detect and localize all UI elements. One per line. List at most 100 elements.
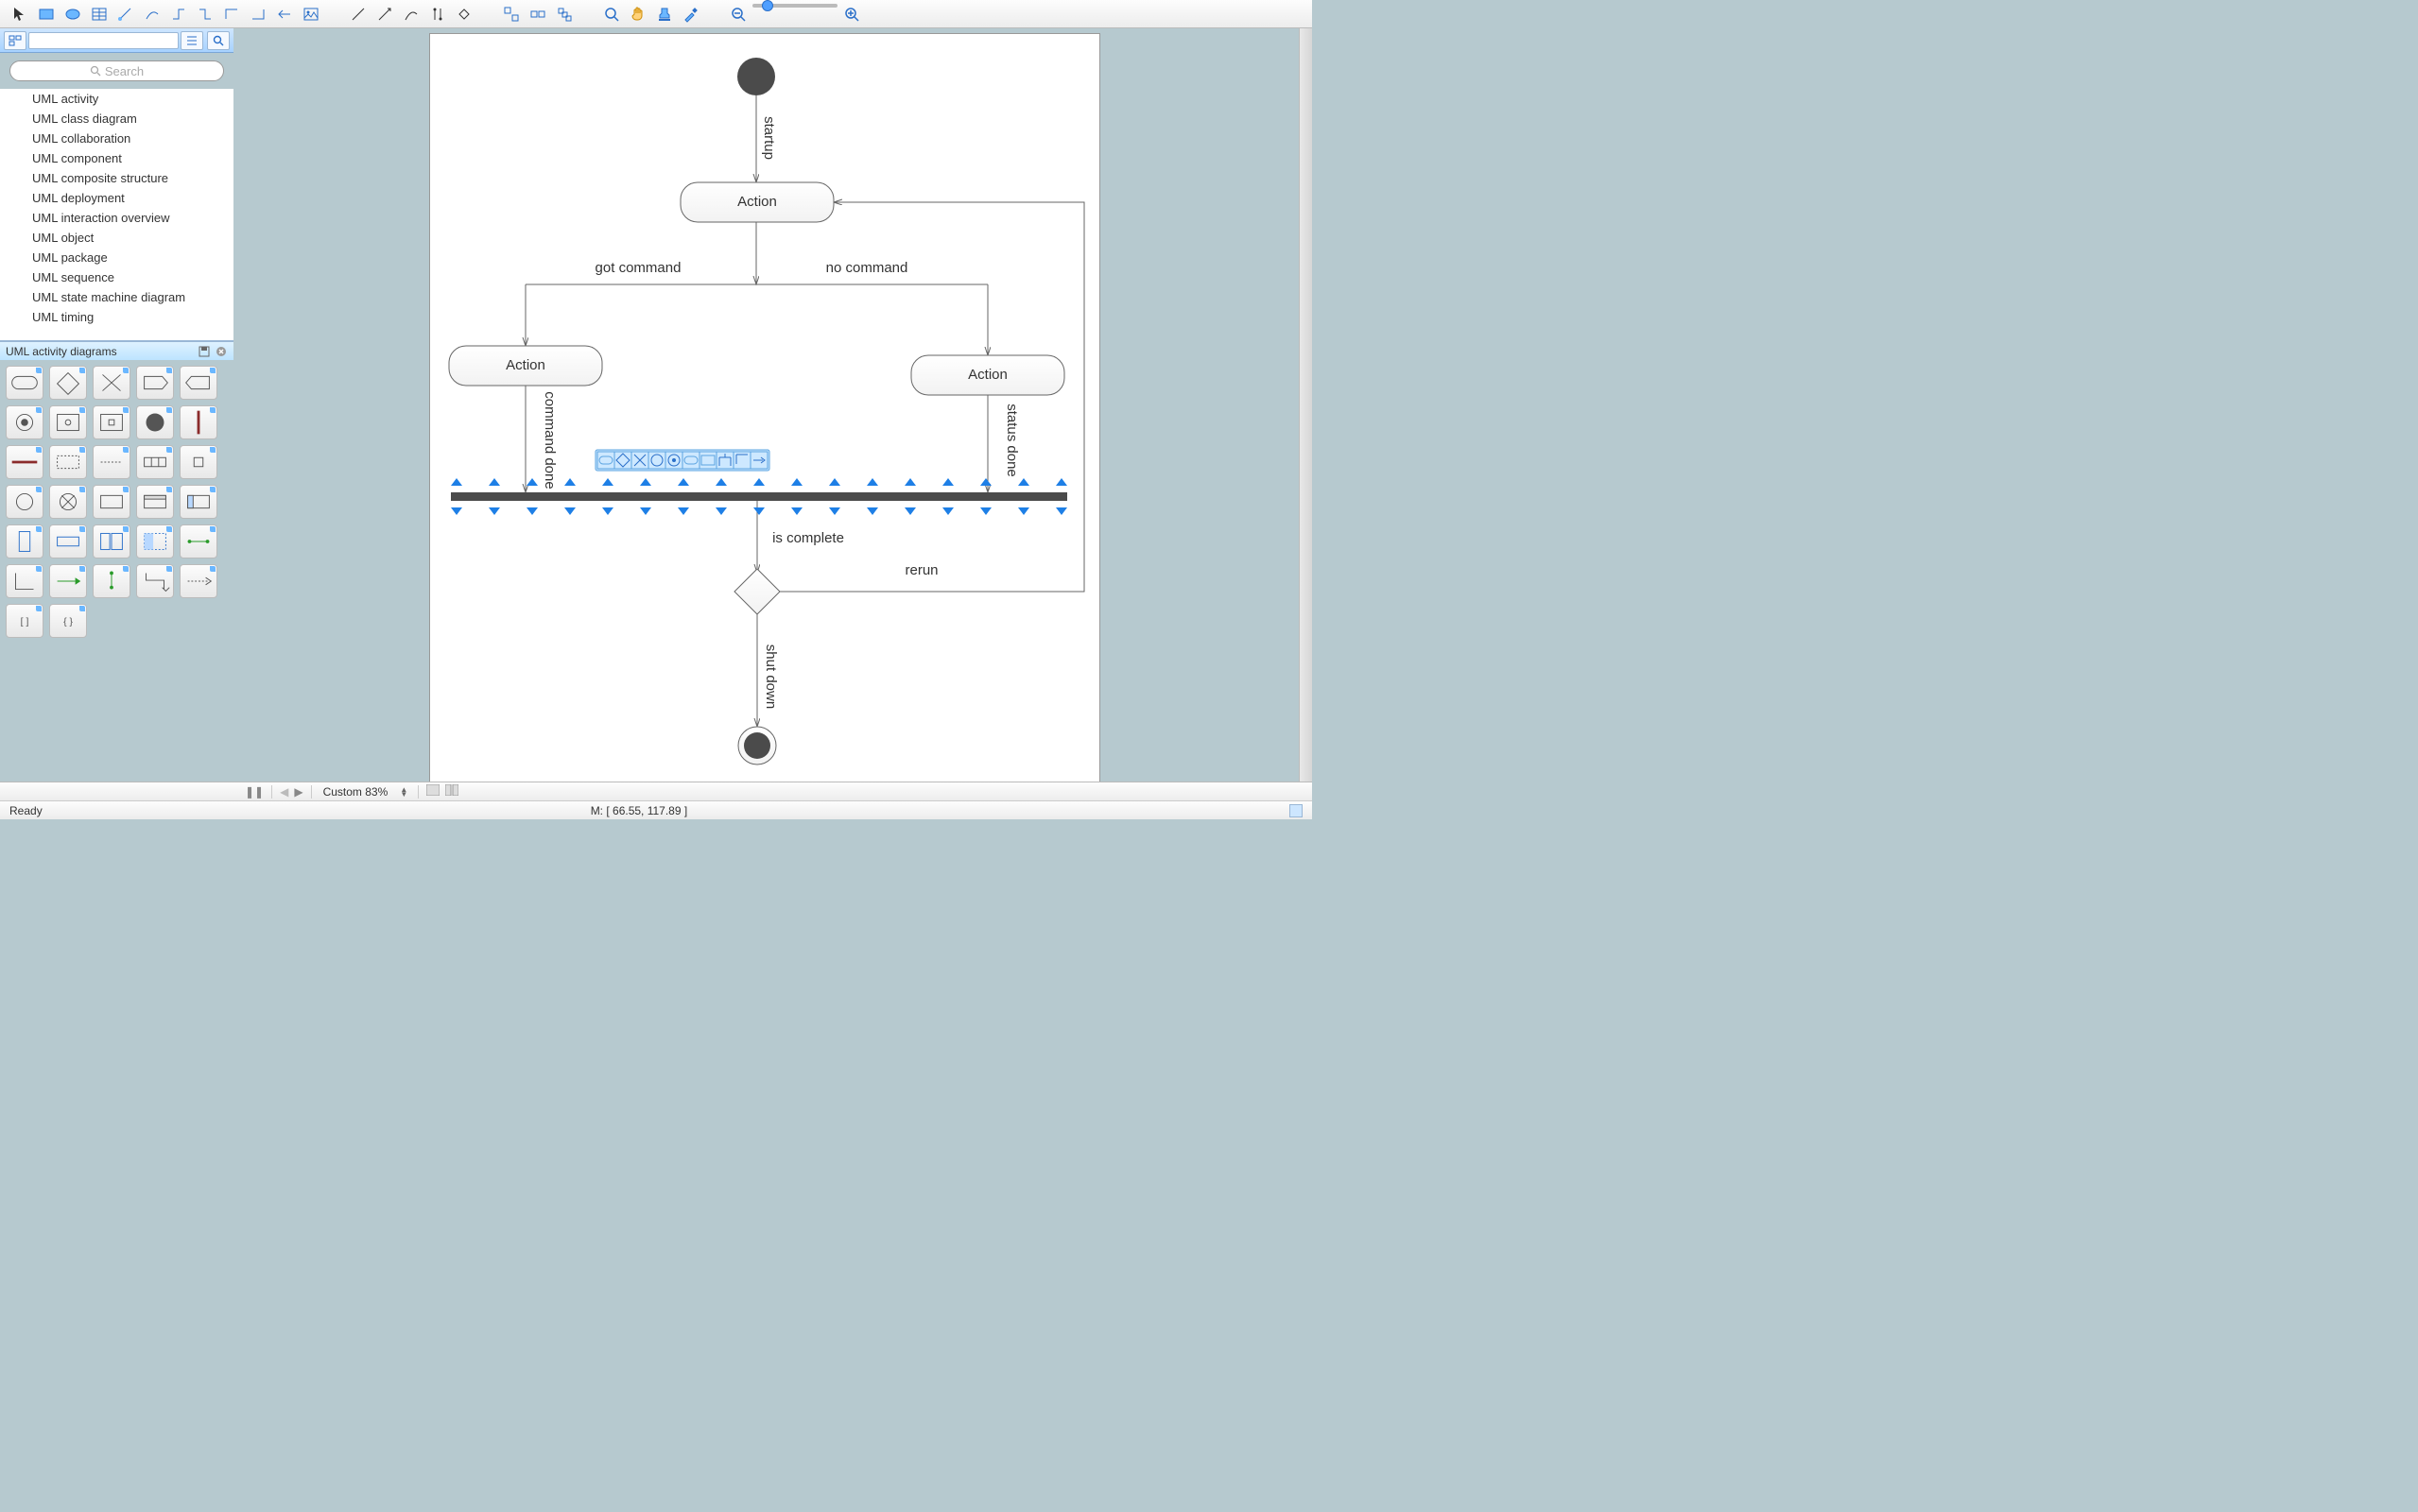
palette-shape[interactable] bbox=[93, 366, 130, 400]
pause-icon[interactable]: ❚❚ bbox=[245, 785, 264, 799]
zoom-slider[interactable] bbox=[752, 4, 838, 8]
palette-shape[interactable] bbox=[180, 445, 217, 479]
zoom-in-icon[interactable] bbox=[839, 4, 864, 25]
palette-shape[interactable] bbox=[136, 366, 174, 400]
drawing-canvas[interactable]: startupgot commandno commandcommand done… bbox=[429, 33, 1100, 782]
palette-shape[interactable] bbox=[136, 485, 174, 519]
svg-text:no command: no command bbox=[826, 260, 908, 276]
align-1[interactable] bbox=[499, 4, 524, 25]
palette-shape[interactable] bbox=[6, 366, 43, 400]
diagram-type-item[interactable]: UML sequence bbox=[0, 267, 233, 287]
line-tool-2[interactable] bbox=[372, 4, 397, 25]
svg-text:startup: startup bbox=[761, 116, 777, 160]
diagram-type-item[interactable]: UML collaboration bbox=[0, 129, 233, 148]
view-mode-2-icon[interactable] bbox=[445, 784, 458, 799]
align-3[interactable] bbox=[552, 4, 577, 25]
diagram-type-item[interactable]: UML object bbox=[0, 228, 233, 248]
search-icon[interactable] bbox=[207, 31, 230, 50]
view-mode-1-icon[interactable] bbox=[426, 784, 440, 799]
line-tool-1[interactable] bbox=[346, 4, 371, 25]
line-tool-3[interactable] bbox=[399, 4, 423, 25]
palette-shape[interactable] bbox=[49, 524, 87, 558]
diagram-type-item[interactable]: UML class diagram bbox=[0, 109, 233, 129]
svg-text:Action: Action bbox=[506, 357, 545, 373]
table-tool[interactable] bbox=[87, 4, 112, 25]
palette-shape[interactable] bbox=[6, 485, 43, 519]
zoom-fit-icon[interactable] bbox=[599, 4, 624, 25]
connector-5[interactable] bbox=[219, 4, 244, 25]
diagram-type-item[interactable]: UML composite structure bbox=[0, 168, 233, 188]
align-2[interactable] bbox=[526, 4, 550, 25]
nav-next-icon[interactable]: ▶ bbox=[294, 785, 302, 799]
top-toolbar bbox=[0, 0, 1312, 28]
list-view-icon[interactable] bbox=[181, 31, 203, 50]
palette-shape[interactable]: { } bbox=[49, 604, 87, 638]
connector-6[interactable] bbox=[246, 4, 270, 25]
zoom-out-icon[interactable] bbox=[726, 4, 751, 25]
connector-2[interactable] bbox=[140, 4, 164, 25]
palette-close-icon[interactable] bbox=[215, 345, 228, 358]
shape-palette: [ ]{ } bbox=[0, 360, 233, 644]
search-input[interactable]: Search bbox=[9, 60, 224, 81]
palette-shape[interactable] bbox=[93, 445, 130, 479]
diagram-svg: startupgot commandno commandcommand done… bbox=[430, 34, 1101, 782]
palette-shape[interactable] bbox=[93, 405, 130, 439]
pointer-tool[interactable] bbox=[8, 4, 32, 25]
palette-shape[interactable] bbox=[93, 524, 130, 558]
diagram-type-item[interactable]: UML timing bbox=[0, 307, 233, 327]
diagram-type-item[interactable]: UML state machine diagram bbox=[0, 287, 233, 307]
palette-shape[interactable] bbox=[49, 405, 87, 439]
palette-shape[interactable]: [ ] bbox=[6, 604, 43, 638]
eyedropper-icon[interactable] bbox=[679, 4, 703, 25]
palette-shape[interactable] bbox=[6, 564, 43, 598]
palette-shape[interactable] bbox=[136, 564, 174, 598]
vertical-scrollbar[interactable] bbox=[1299, 28, 1312, 782]
palette-shape[interactable] bbox=[49, 485, 87, 519]
palette-shape[interactable] bbox=[49, 564, 87, 598]
connector-7[interactable] bbox=[272, 4, 297, 25]
library-tab-icon[interactable] bbox=[4, 31, 26, 50]
line-tool-4[interactable] bbox=[425, 4, 450, 25]
palette-shape[interactable] bbox=[180, 564, 217, 598]
line-tool-5[interactable] bbox=[452, 4, 476, 25]
diagram-type-item[interactable]: UML component bbox=[0, 148, 233, 168]
nav-prev-icon[interactable]: ◀ bbox=[280, 785, 288, 799]
palette-shape[interactable] bbox=[93, 564, 130, 598]
palette-shape[interactable] bbox=[136, 405, 174, 439]
diagram-type-item[interactable]: UML interaction overview bbox=[0, 208, 233, 228]
palette-shape[interactable] bbox=[180, 366, 217, 400]
palette-shape[interactable] bbox=[49, 366, 87, 400]
canvas-viewport[interactable]: startupgot commandno commandcommand done… bbox=[233, 28, 1312, 782]
svg-text:is complete: is complete bbox=[772, 530, 844, 546]
diagram-type-item[interactable]: UML activity bbox=[0, 89, 233, 109]
status-corner-icon[interactable] bbox=[1289, 804, 1303, 817]
palette-shape[interactable] bbox=[136, 445, 174, 479]
palette-shape[interactable] bbox=[180, 524, 217, 558]
palette-shape[interactable] bbox=[180, 405, 217, 439]
diagram-type-item[interactable]: UML package bbox=[0, 248, 233, 267]
palette-shape[interactable] bbox=[6, 405, 43, 439]
svg-text:shut down: shut down bbox=[763, 644, 779, 709]
diagram-type-item[interactable]: UML deployment bbox=[0, 188, 233, 208]
connector-1[interactable] bbox=[113, 4, 138, 25]
cursor-coordinates: M: [ 66.55, 117.89 ] bbox=[591, 804, 688, 817]
svg-text:rerun: rerun bbox=[905, 562, 938, 578]
rect-tool[interactable] bbox=[34, 4, 59, 25]
palette-save-icon[interactable] bbox=[198, 345, 211, 358]
palette-shape[interactable] bbox=[6, 445, 43, 479]
palette-shape[interactable] bbox=[6, 524, 43, 558]
zoom-stepper[interactable]: ▲▼ bbox=[397, 785, 410, 799]
palette-shape[interactable] bbox=[136, 524, 174, 558]
connector-4[interactable] bbox=[193, 4, 217, 25]
zoom-slider-thumb[interactable] bbox=[762, 0, 773, 11]
library-filter-input[interactable] bbox=[28, 32, 179, 49]
stamp-tool-icon[interactable] bbox=[652, 4, 677, 25]
connector-3[interactable] bbox=[166, 4, 191, 25]
palette-shape[interactable] bbox=[180, 485, 217, 519]
hand-tool-icon[interactable] bbox=[626, 4, 650, 25]
image-tool[interactable] bbox=[299, 4, 323, 25]
ellipse-tool[interactable] bbox=[60, 4, 85, 25]
palette-shape[interactable] bbox=[49, 445, 87, 479]
tool-group-align bbox=[499, 4, 577, 25]
palette-shape[interactable] bbox=[93, 485, 130, 519]
